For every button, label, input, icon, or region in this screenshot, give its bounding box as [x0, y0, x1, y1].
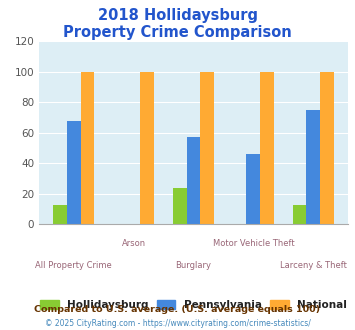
Legend: Hollidaysburg, Pennsylvania, National: Hollidaysburg, Pennsylvania, National [36, 296, 351, 314]
Text: 2018 Hollidaysburg: 2018 Hollidaysburg [98, 8, 257, 23]
Bar [81, 72, 94, 224]
Bar [67, 120, 81, 224]
Bar [246, 154, 260, 224]
Text: © 2025 CityRating.com - https://www.cityrating.com/crime-statistics/: © 2025 CityRating.com - https://www.city… [45, 319, 310, 328]
Bar [187, 137, 200, 224]
Bar [293, 205, 306, 224]
Text: Burglary: Burglary [175, 261, 212, 270]
Bar [306, 110, 320, 224]
Text: Larceny & Theft: Larceny & Theft [280, 261, 346, 270]
Text: Arson: Arson [121, 239, 146, 248]
Text: Motor Vehicle Theft: Motor Vehicle Theft [213, 239, 294, 248]
Bar [320, 72, 334, 224]
Text: All Property Crime: All Property Crime [36, 261, 112, 270]
Bar [141, 72, 154, 224]
Bar [173, 188, 187, 224]
Bar [260, 72, 274, 224]
Bar [53, 205, 67, 224]
Bar [200, 72, 214, 224]
Text: Compared to U.S. average. (U.S. average equals 100): Compared to U.S. average. (U.S. average … [34, 305, 321, 314]
Text: Property Crime Comparison: Property Crime Comparison [63, 25, 292, 40]
